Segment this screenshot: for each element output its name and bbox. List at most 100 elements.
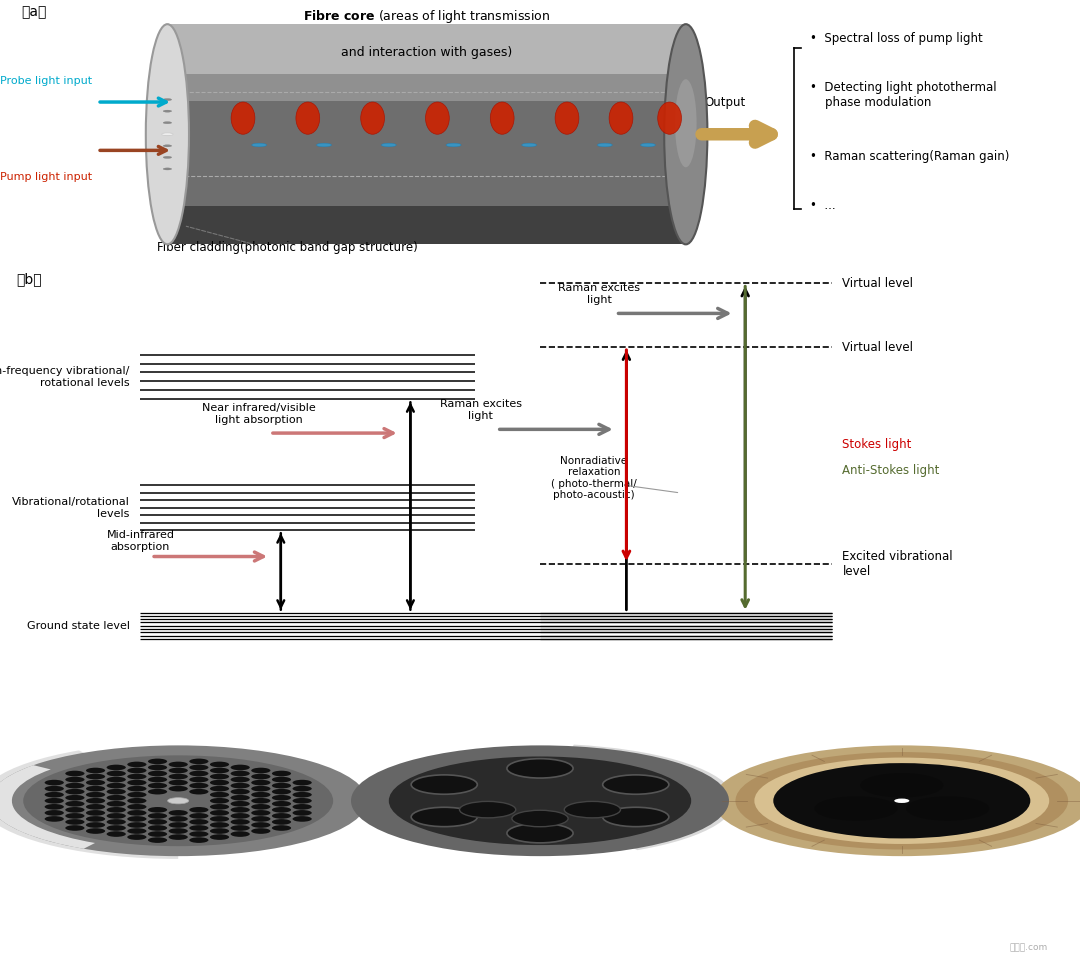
Circle shape [210, 792, 229, 798]
Circle shape [65, 807, 84, 812]
Circle shape [210, 780, 229, 785]
Circle shape [210, 829, 229, 833]
Text: Excited vibrational
level: Excited vibrational level [842, 550, 953, 578]
Circle shape [272, 795, 292, 801]
Text: •  Raman scattering(Raman gain): • Raman scattering(Raman gain) [810, 151, 1010, 163]
Circle shape [252, 785, 270, 791]
Circle shape [65, 777, 84, 783]
Circle shape [162, 133, 173, 135]
Circle shape [189, 789, 208, 794]
Circle shape [107, 771, 126, 777]
Ellipse shape [555, 102, 579, 134]
Circle shape [597, 143, 612, 147]
Circle shape [210, 804, 229, 809]
Circle shape [272, 813, 292, 819]
Text: •  Spectral loss of pump light: • Spectral loss of pump light [810, 33, 983, 45]
Circle shape [65, 825, 84, 830]
Circle shape [860, 773, 944, 798]
Circle shape [252, 780, 270, 785]
Circle shape [189, 831, 208, 837]
Circle shape [44, 792, 64, 798]
Circle shape [230, 795, 249, 801]
Text: Vibrational/rotational
levels: Vibrational/rotational levels [12, 497, 130, 519]
Circle shape [107, 819, 126, 825]
Text: Virtual level: Virtual level [842, 277, 914, 290]
Circle shape [389, 757, 691, 845]
Circle shape [24, 756, 333, 846]
Circle shape [65, 801, 84, 807]
Circle shape [168, 810, 188, 816]
Circle shape [127, 834, 147, 840]
Ellipse shape [361, 102, 384, 134]
Circle shape [210, 834, 229, 840]
Circle shape [272, 825, 292, 830]
Ellipse shape [658, 102, 681, 134]
Text: •  ...: • ... [810, 199, 836, 212]
Circle shape [293, 804, 312, 809]
Circle shape [86, 816, 105, 822]
Text: 椒图网.com: 椒图网.com [1010, 944, 1048, 952]
Circle shape [127, 792, 147, 798]
Circle shape [107, 764, 126, 770]
Circle shape [522, 143, 537, 147]
Text: Ground state level: Ground state level [27, 620, 130, 631]
Circle shape [316, 143, 332, 147]
Ellipse shape [609, 102, 633, 134]
Text: Mid-infrared
absorption: Mid-infrared absorption [107, 530, 174, 552]
Circle shape [230, 831, 249, 837]
Circle shape [44, 798, 64, 804]
Circle shape [107, 807, 126, 812]
Text: Raman excites
light: Raman excites light [558, 284, 640, 305]
Circle shape [272, 801, 292, 807]
Circle shape [127, 768, 147, 773]
Circle shape [127, 780, 147, 785]
Bar [167, 74, 686, 102]
Circle shape [86, 785, 105, 791]
Circle shape [127, 761, 147, 767]
Circle shape [381, 143, 396, 147]
Circle shape [107, 813, 126, 819]
Circle shape [735, 752, 1068, 850]
Circle shape [230, 783, 249, 788]
Circle shape [65, 819, 84, 825]
Circle shape [65, 795, 84, 801]
Text: Output: Output [704, 96, 745, 108]
Wedge shape [0, 765, 95, 849]
Circle shape [189, 813, 208, 819]
Circle shape [272, 819, 292, 825]
Circle shape [168, 774, 188, 780]
Circle shape [86, 810, 105, 816]
Circle shape [230, 807, 249, 812]
Circle shape [148, 819, 167, 825]
Circle shape [252, 798, 270, 804]
Ellipse shape [490, 102, 514, 134]
Wedge shape [0, 750, 178, 859]
Circle shape [86, 804, 105, 809]
Circle shape [252, 816, 270, 822]
Circle shape [230, 764, 249, 770]
Circle shape [230, 789, 249, 794]
Circle shape [127, 816, 147, 822]
Circle shape [189, 759, 208, 764]
Circle shape [189, 777, 208, 783]
Text: Pump light input: Pump light input [0, 173, 92, 182]
Circle shape [86, 774, 105, 780]
Circle shape [603, 775, 669, 794]
Circle shape [148, 831, 167, 837]
Circle shape [65, 813, 84, 819]
Circle shape [168, 761, 188, 767]
Ellipse shape [231, 102, 255, 134]
Circle shape [189, 837, 208, 843]
Circle shape [168, 829, 188, 833]
Circle shape [148, 837, 167, 843]
Circle shape [210, 816, 229, 822]
Circle shape [168, 785, 188, 791]
Circle shape [163, 168, 172, 170]
Circle shape [210, 761, 229, 767]
Circle shape [189, 819, 208, 825]
Circle shape [168, 834, 188, 840]
Circle shape [773, 763, 1030, 838]
Circle shape [272, 807, 292, 812]
Circle shape [127, 822, 147, 828]
Circle shape [86, 829, 105, 833]
